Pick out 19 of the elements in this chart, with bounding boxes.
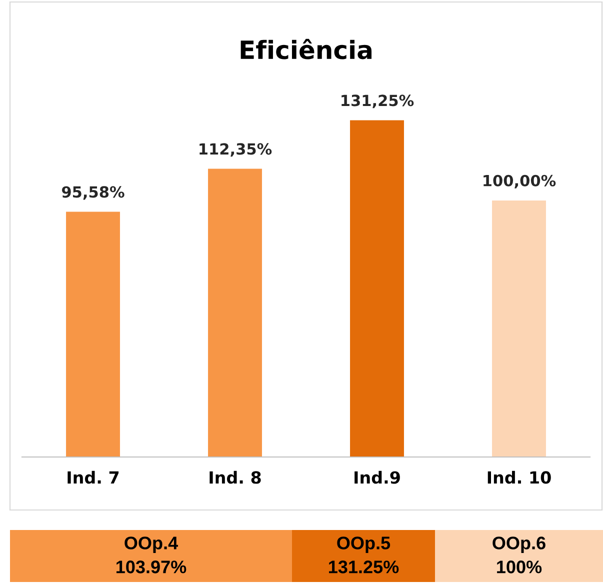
category-label: OOp.5 [337, 536, 390, 553]
text: 103.97% [116, 560, 186, 574]
bar [492, 200, 546, 457]
bar [66, 212, 120, 457]
data-label: 100,00% [484, 174, 556, 188]
data-label: 112,35% [200, 143, 272, 157]
x-tick-label: Ind. 7 [68, 470, 119, 484]
data-label: 95,58% [62, 186, 124, 200]
category-label: OOp.6 [492, 536, 546, 553]
category-label: OOp.4 [124, 536, 178, 553]
x-tick-label: Ind.9 [354, 470, 400, 484]
text: 100% [497, 560, 542, 574]
bar [350, 120, 404, 457]
x-tick-label: Ind. 10 [488, 470, 551, 484]
bar [208, 168, 262, 457]
text: 131.25% [329, 560, 399, 574]
data-label: 131,25% [342, 94, 414, 108]
x-tick-label: Ind. 8 [210, 470, 261, 484]
chart-title: Eficiência [240, 38, 372, 60]
